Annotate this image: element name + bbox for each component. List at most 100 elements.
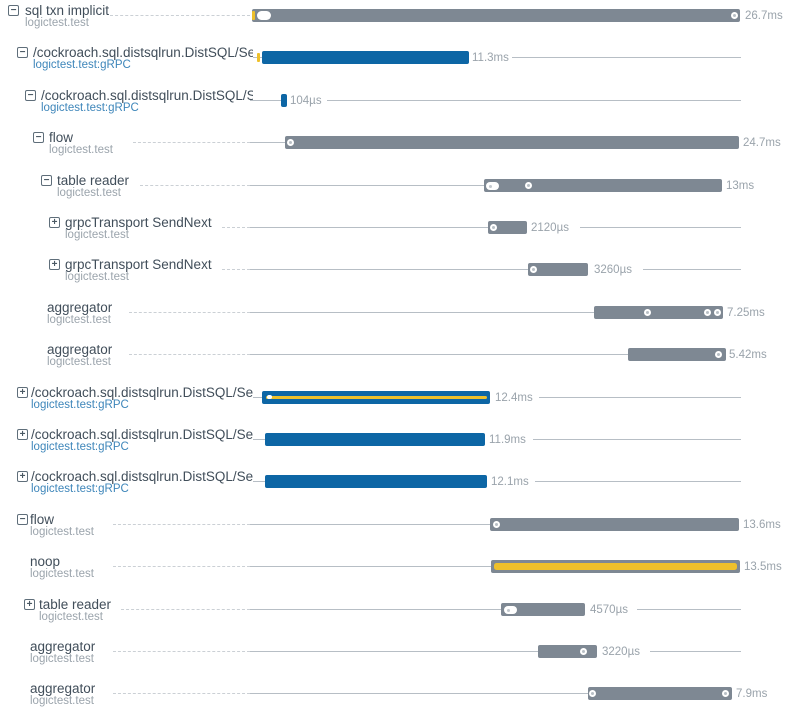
timeline-line-after-bar: [512, 57, 741, 58]
span-bar[interactable]: [491, 560, 740, 573]
span-subtitle-link[interactable]: logictest.test:gRPC: [41, 102, 139, 114]
collapse-icon[interactable]: −: [33, 132, 44, 143]
span-event-marker[interactable]: [504, 606, 517, 614]
span-duration-label: 12.1ms: [491, 476, 529, 488]
trace-span-row: + /cockroach.sql.distsqlrun.DistSQL/Set …: [0, 384, 786, 426]
expand-icon[interactable]: +: [17, 471, 28, 482]
timeline-line-before-bar: [250, 651, 538, 652]
span-duration-label: 5.42ms: [729, 349, 767, 361]
span-bar[interactable]: [628, 348, 726, 361]
span-event-marker[interactable]: [644, 309, 651, 316]
span-event-marker[interactable]: [267, 395, 272, 399]
leader-dashes: [222, 227, 250, 228]
leader-dashes: [110, 15, 250, 16]
expand-icon[interactable]: +: [49, 217, 60, 228]
collapse-icon[interactable]: −: [8, 5, 19, 16]
timeline-line-before-bar: [250, 227, 488, 228]
span-bar[interactable]: [484, 179, 722, 192]
span-bar[interactable]: [501, 603, 585, 616]
trace-span-row: − /cockroach.sql.distsqlrun.DistSQL/Set …: [0, 44, 786, 86]
leader-dashes: [140, 185, 250, 186]
collapse-icon[interactable]: −: [17, 47, 28, 58]
collapse-icon[interactable]: −: [17, 514, 28, 525]
span-subtitle-link[interactable]: logictest.test:gRPC: [31, 399, 129, 411]
span-duration-label: 4570µs: [590, 604, 628, 616]
span-event-marker[interactable]: [257, 11, 271, 20]
leader-dashes: [113, 693, 250, 694]
span-event-marker[interactable]: [493, 521, 500, 528]
span-bar[interactable]: [281, 94, 287, 107]
span-start-tick-marker[interactable]: [257, 53, 260, 62]
span-event-marker[interactable]: [715, 351, 722, 358]
span-duration-label: 13ms: [726, 180, 755, 192]
trace-span-row: + /cockroach.sql.distsqlrun.DistSQL/Set …: [0, 468, 786, 510]
span-subtitle-link[interactable]: logictest.test:gRPC: [31, 483, 129, 495]
span-event-marker[interactable]: [580, 648, 587, 655]
span-event-marker[interactable]: [525, 182, 532, 189]
span-duration-label: 3260µs: [594, 264, 632, 276]
span-bar[interactable]: [594, 306, 723, 319]
span-bar[interactable]: [252, 9, 740, 22]
span-title: aggregator: [47, 300, 113, 315]
expand-icon[interactable]: +: [24, 599, 35, 610]
span-bar[interactable]: [262, 391, 490, 404]
span-event-marker[interactable]: [722, 690, 729, 697]
trace-span-row: noop logictest.test 13.5ms: [0, 553, 786, 595]
span-subtitle-link[interactable]: logictest.test:gRPC: [31, 441, 129, 453]
expand-icon[interactable]: +: [17, 429, 28, 440]
span-title: grpcTransport SendNext: [65, 257, 212, 272]
span-event-marker[interactable]: [714, 309, 721, 316]
timeline-line-after-bar: [650, 651, 741, 652]
span-subtitle: logictest.test: [47, 356, 111, 368]
span-event-marker[interactable]: [589, 690, 596, 697]
leader-dashes: [129, 312, 250, 313]
span-bar[interactable]: [528, 263, 588, 276]
span-subtitle-link[interactable]: logictest.test:gRPC: [33, 59, 131, 71]
span-event-marker[interactable]: [530, 266, 537, 273]
span-title: aggregator: [47, 342, 113, 357]
span-event-marker[interactable]: [486, 182, 499, 190]
timeline-line-after-bar: [539, 397, 741, 398]
span-duration-label: 7.9ms: [736, 688, 768, 700]
span-subtitle: logictest.test: [30, 526, 94, 538]
span-duration-label: 3220µs: [602, 646, 640, 658]
span-bar[interactable]: [285, 136, 739, 149]
span-event-marker[interactable]: [490, 224, 497, 231]
span-bar[interactable]: [488, 221, 527, 234]
expand-icon[interactable]: +: [17, 387, 28, 398]
span-bar[interactable]: [265, 433, 485, 446]
trace-span-row: aggregator logictest.test 7.25ms: [0, 299, 786, 341]
span-title: /cockroach.sql.distsqlrun.DistSQL/S: [41, 88, 253, 103]
span-event-marker[interactable]: [287, 139, 294, 146]
span-bar[interactable]: [588, 687, 732, 700]
span-event-marker[interactable]: [704, 309, 711, 316]
expand-icon[interactable]: +: [49, 259, 60, 270]
span-start-tick-marker[interactable]: [252, 11, 255, 20]
timeline-line-before-bar: [253, 439, 265, 440]
span-title: grpcTransport SendNext: [65, 215, 212, 230]
trace-span-row: aggregator logictest.test 5.42ms: [0, 341, 786, 383]
span-title: noop: [30, 554, 61, 569]
span-duration-label: 2120µs: [531, 222, 569, 234]
timeline-line-after-bar: [327, 100, 741, 101]
span-bar[interactable]: [490, 518, 739, 531]
leader-dashes: [133, 142, 250, 143]
intra-span-highlight: [494, 563, 737, 570]
span-bar[interactable]: [538, 645, 597, 658]
collapse-icon[interactable]: −: [25, 90, 36, 101]
collapse-icon[interactable]: −: [41, 175, 52, 186]
timeline-line-after-bar: [643, 269, 741, 270]
span-event-marker[interactable]: [731, 12, 738, 19]
span-bar[interactable]: [262, 51, 469, 64]
span-duration-label: 26.7ms: [745, 10, 783, 22]
timeline-line-before-bar: [250, 354, 628, 355]
span-duration-label: 13.6ms: [743, 519, 781, 531]
span-bar[interactable]: [265, 475, 487, 488]
span-subtitle: logictest.test: [57, 187, 121, 199]
leader-dashes: [121, 609, 250, 610]
span-title: flow: [30, 512, 55, 527]
span-duration-label: 13.5ms: [744, 561, 782, 573]
leader-dashes: [113, 566, 250, 567]
span-subtitle: logictest.test: [47, 314, 111, 326]
